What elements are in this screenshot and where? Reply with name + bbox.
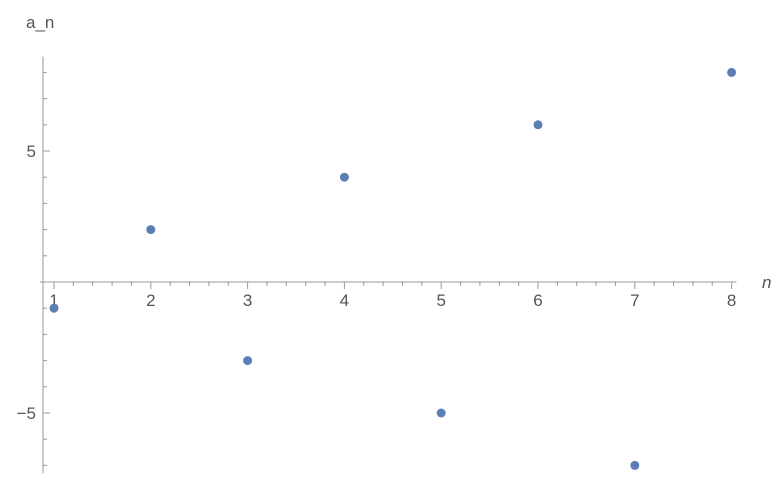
x-tick-label: 7 xyxy=(630,291,639,310)
axes xyxy=(40,57,736,474)
x-tick-label: 4 xyxy=(340,291,349,310)
x-tick-label: 8 xyxy=(727,291,736,310)
data-point xyxy=(340,173,349,182)
x-axis-title: n xyxy=(762,273,771,292)
x-tick-label: 6 xyxy=(533,291,542,310)
data-point xyxy=(50,304,59,313)
data-point xyxy=(146,225,155,234)
data-point xyxy=(534,120,543,129)
y-tick-label: −5 xyxy=(17,404,36,423)
data-point xyxy=(243,356,252,365)
x-tick-label: 5 xyxy=(436,291,445,310)
data-point xyxy=(727,68,736,77)
data-points xyxy=(50,68,737,470)
x-tick-label: 3 xyxy=(243,291,252,310)
x-tick-label: 2 xyxy=(146,291,155,310)
y-tick-label: 5 xyxy=(27,142,36,161)
data-point xyxy=(630,461,639,470)
data-point xyxy=(437,409,446,418)
y-axis-title: a_n xyxy=(26,13,54,32)
tick-marks xyxy=(43,72,732,465)
